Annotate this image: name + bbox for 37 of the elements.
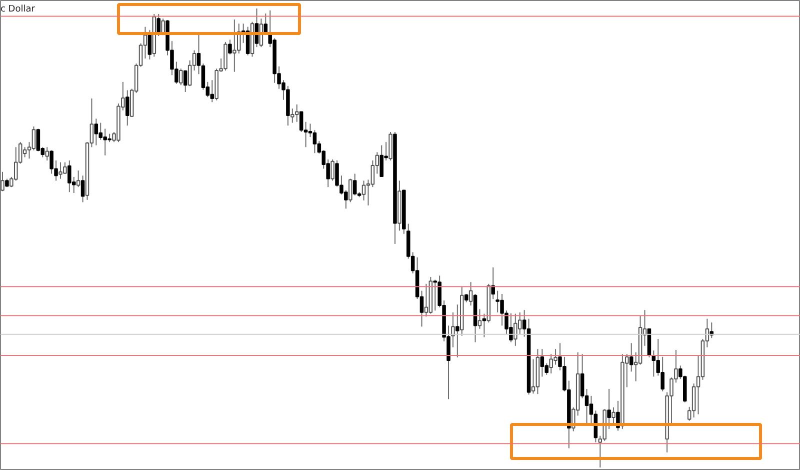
candlestick [514,313,518,346]
candlestick [433,279,438,312]
candlestick [228,39,232,55]
candlestick [179,68,183,86]
candlestick [451,312,455,348]
candlestick [531,358,536,394]
candlestick [156,14,160,37]
candlestick [629,342,634,372]
candlestick [76,170,80,188]
candlestick [456,304,460,358]
candlestick [352,173,357,196]
candlestick [68,160,72,193]
candlestick [98,122,103,140]
candlestick [330,159,334,182]
candlestick [607,388,611,430]
candlestick [80,175,85,203]
candlestick [491,266,495,300]
candlestick [478,308,482,330]
chart-title: c Dollar [0,4,36,14]
candlestick [125,90,130,126]
candlestick [183,70,188,93]
candlestick [540,348,544,378]
candlestick [299,111,304,132]
candlestick [348,178,352,203]
candlestick [362,180,366,201]
candlestick [468,282,473,306]
candlestick [294,104,299,122]
candlestick [94,118,98,146]
candlestick [45,146,49,161]
candlestick [312,130,317,154]
candlestick [482,313,486,338]
candlestick [32,126,36,151]
candlestick [210,80,214,103]
candlestick [0,171,4,192]
candlestick [424,283,428,317]
candlestick [148,30,152,60]
candlestick [290,108,294,124]
